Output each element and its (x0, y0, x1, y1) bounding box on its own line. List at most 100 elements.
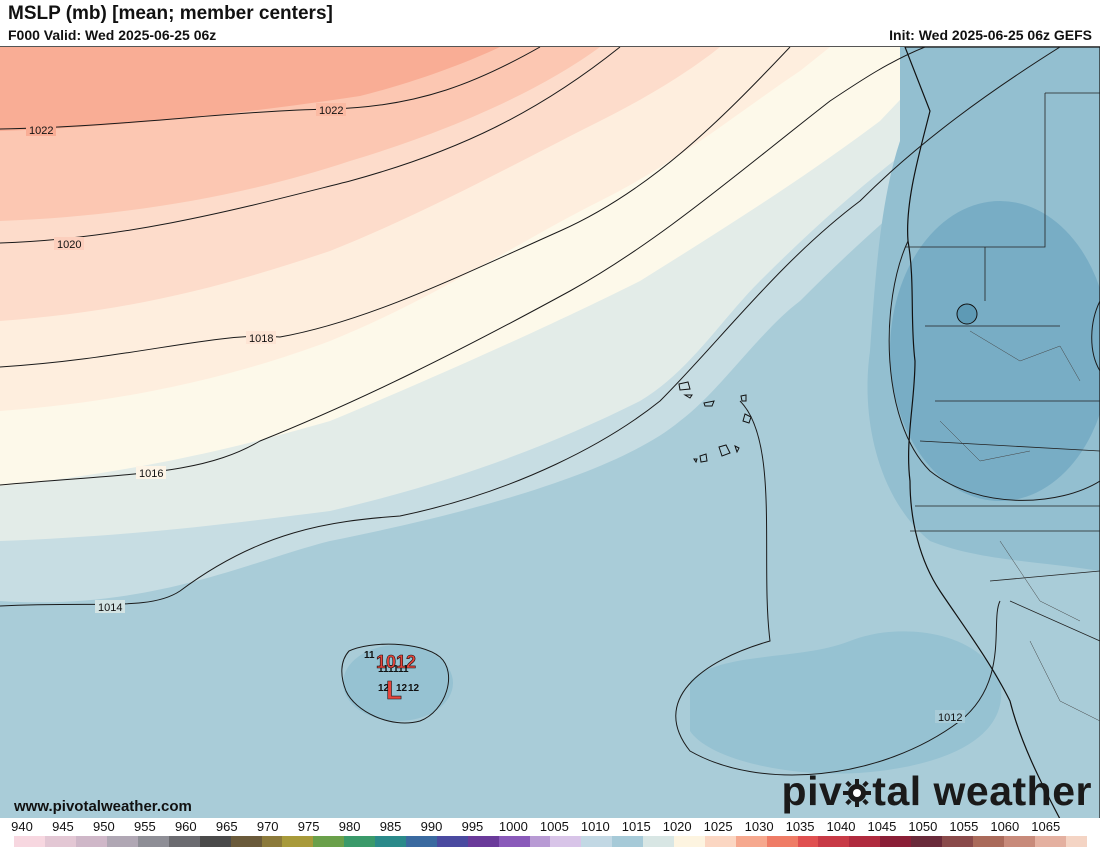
colorbar-swatch (539, 836, 551, 847)
colorbar-tick-label: 1000 (498, 819, 528, 834)
colorbar-swatch (199, 836, 210, 847)
colorbar-swatch (117, 836, 128, 847)
enclosed-low-east (690, 631, 1002, 774)
colorbar: 940 945 950 955 960 965 970 975 980 985 990 995 1000… (0, 818, 1100, 850)
colorbar-swatch (447, 836, 458, 847)
colorbar-swatch (931, 836, 943, 847)
colorbar-tick-label: 965 (215, 819, 238, 834)
colorbar-swatch (777, 836, 788, 847)
low-symbol: L (386, 675, 402, 705)
colorbar-swatch (828, 836, 839, 847)
colorbar-swatch (735, 836, 747, 847)
colorbar-swatch (570, 836, 582, 847)
map-title: MSLP (mb) [mean; member centers] (8, 3, 333, 24)
isobar-1014 (0, 47, 1061, 607)
isobar-1018 (0, 47, 791, 368)
colorbar-swatch (674, 836, 685, 847)
colorbar-swatch (364, 836, 375, 847)
colorbar-swatch (374, 836, 386, 847)
colorbar-swatch (34, 836, 45, 847)
colorbar-swatch (942, 836, 953, 847)
colorbar-tick-label: 1020 (662, 819, 692, 834)
colorbar-tick-label: 960 (174, 819, 197, 834)
colorbar-swatch (86, 836, 97, 847)
colorbar-tick-label: 1005 (539, 819, 569, 834)
colorbar-swatch (333, 836, 344, 847)
colorbar-swatch (1024, 836, 1035, 847)
isobar-1016 (0, 47, 926, 486)
isobar-1012-west (341, 643, 450, 724)
colorbar-tick-label: 970 (256, 819, 279, 834)
colorbar-swatch (725, 836, 736, 847)
colorbar-swatch (993, 836, 1004, 847)
colorbar-swatch (354, 836, 365, 847)
isobar-label: 1018 (249, 333, 273, 345)
colorbar-swatch (921, 836, 932, 847)
colorbar-tick-label: 975 (297, 819, 320, 834)
colorbar-tick-label: 1045 (867, 819, 897, 834)
member-center-label: 12 (378, 683, 390, 694)
colorbar-swatch (715, 836, 726, 847)
colorbar-swatch (766, 836, 778, 847)
colorbar-swatch (467, 836, 479, 847)
colorbar-swatch (509, 836, 520, 847)
isobar-label: 1016 (139, 468, 163, 480)
colorbar-swatch (581, 836, 592, 847)
colorbar-swatch (106, 836, 118, 847)
member-center-label: 11 (364, 650, 375, 661)
colorbar-swatch (240, 836, 252, 847)
colorbar-tick-label: 1035 (785, 819, 815, 834)
colorbar-swatch (746, 836, 757, 847)
isobar-1011 (888, 240, 1100, 501)
colorbar-swatch (405, 836, 417, 847)
africa-coastline (904, 47, 1100, 819)
colorbar-tick-label: 990 (420, 819, 443, 834)
colorbar-swatch (756, 836, 767, 847)
colorbar-swatch (209, 836, 221, 847)
colorbar-swatch (787, 836, 798, 847)
colorbar-tick-label: 1050 (908, 819, 938, 834)
isobar-label: 1014 (98, 602, 122, 614)
colorbar-swatch (612, 836, 623, 847)
colorbar-swatch (962, 836, 974, 847)
brand-text-start: piv (781, 768, 843, 814)
colorbar-swatch (271, 836, 283, 847)
colorbar-swatch (44, 836, 56, 847)
colorbar-swatch (859, 836, 870, 847)
colorbar-swatches (14, 836, 1087, 847)
lake (956, 303, 978, 325)
gear-icon (843, 779, 872, 807)
colorbar-swatch (251, 836, 262, 847)
isobars (0, 47, 1100, 776)
colorbar-swatch (302, 836, 314, 847)
colorbar-swatch (560, 836, 571, 847)
valid-time: F000 Valid: Wed 2025-06-25 06z (8, 27, 217, 43)
colorbar-swatch (643, 836, 654, 847)
colorbar-swatch (952, 836, 963, 847)
enclosed-low-west (343, 645, 453, 721)
colorbar-swatch (684, 836, 695, 847)
colorbar-swatch (1014, 836, 1025, 847)
colorbar-tick-label: 980 (338, 819, 361, 834)
admin-borders (939, 330, 1100, 722)
colorbar-swatch (488, 836, 499, 847)
pressure-map: 1022 1022 1020 1018 1016 1014 1012 11 11… (0, 46, 1100, 819)
isobar-1020 (0, 47, 621, 244)
colorbar-ticks: 940 945 950 955 960 965 970 975 980 985 990 995 1000… (0, 818, 1100, 836)
isobar-label: 1022 (29, 125, 53, 137)
colorbar-swatch (808, 836, 819, 847)
colorbar-swatch (96, 836, 107, 847)
band-1022 (0, 47, 500, 131)
colorbar-swatch (818, 836, 829, 847)
colorbar-swatch (282, 836, 293, 847)
colorbar-tick-label: 945 (52, 819, 74, 834)
colorbar-swatch (519, 836, 530, 847)
colorbar-swatch (694, 836, 705, 847)
colorbar-tick-label: 1065 (1031, 819, 1061, 834)
country-borders (905, 92, 1100, 642)
colorbar-swatch (601, 836, 613, 847)
map-canvas: 1022 1022 1020 1018 1016 1014 1012 11 11… (0, 47, 1100, 819)
colorbar-tick-label: 1025 (703, 819, 733, 834)
colorbar-swatch (323, 836, 334, 847)
isobar-1010 (1091, 300, 1100, 372)
